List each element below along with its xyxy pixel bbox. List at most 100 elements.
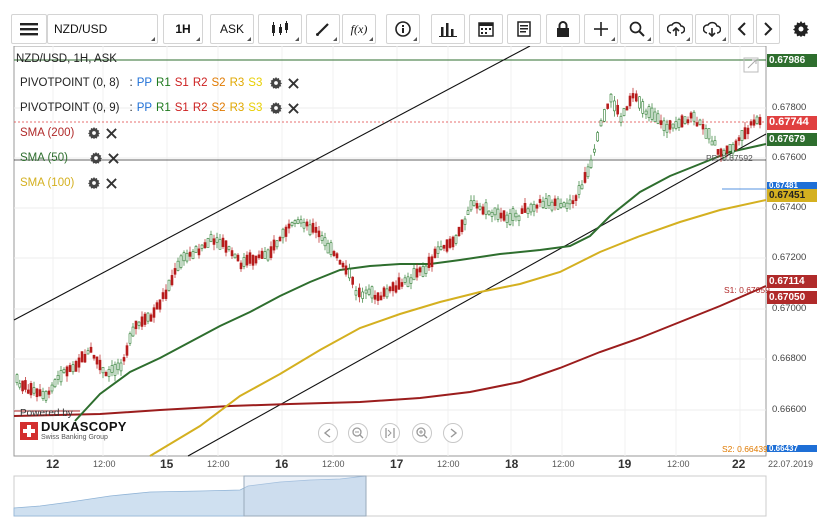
play-button[interactable]: [443, 423, 463, 443]
candle-body: [254, 255, 258, 264]
sma200-close-icon[interactable]: [106, 127, 118, 139]
candle-body: [704, 128, 708, 139]
pivot2-r1: R1: [156, 102, 171, 114]
candle-body: [194, 246, 198, 253]
current-price-tag: 0.67744: [767, 116, 817, 130]
volume-button[interactable]: [431, 14, 465, 44]
candle-body: [364, 289, 368, 294]
candle-body: [409, 277, 413, 284]
candle-body: [137, 321, 141, 326]
sma50-legend: SMA (50): [20, 152, 119, 164]
pivot2-r2: R2: [192, 102, 208, 114]
candle-body: [376, 292, 380, 301]
chart-area[interactable]: S1: 0.67059 PP: 0.67592 S2: 0.66439 NZD/…: [0, 46, 824, 522]
legend-title: NZD/USD, 1H, ASK: [16, 53, 121, 65]
candle-body: [18, 383, 22, 388]
plot-frame: [13, 46, 767, 457]
candle-type-button[interactable]: [258, 14, 302, 44]
time-tick: 16: [275, 457, 289, 471]
info-button[interactable]: [386, 14, 420, 44]
candle-body: [128, 333, 132, 344]
draw-button[interactable]: [306, 14, 340, 44]
rewind-button[interactable]: [318, 423, 338, 443]
symbol-text: NZD/USD: [54, 22, 108, 36]
candle-body: [725, 145, 729, 154]
candle-body: [68, 365, 72, 372]
zoom-out-button[interactable]: [348, 423, 368, 443]
candle-body: [245, 254, 249, 266]
function-button[interactable]: f(x): [342, 14, 376, 44]
play-icon: [450, 428, 458, 438]
candle-body: [616, 104, 619, 115]
candle-body: [182, 252, 186, 262]
sma50-settings-gear-icon[interactable]: [89, 152, 102, 164]
candle-body: [74, 361, 78, 372]
candle-body: [104, 372, 108, 377]
candle-body: [487, 210, 491, 215]
candle-body: [424, 265, 428, 274]
candle-body: [529, 203, 533, 213]
popout-icon[interactable]: [743, 57, 759, 73]
candle-body: [430, 256, 434, 268]
candle-body: [212, 238, 216, 245]
candle-body: [92, 354, 96, 359]
candle-body: [71, 364, 75, 373]
scroll-right-button[interactable]: [756, 14, 780, 44]
candle-body: [239, 262, 243, 270]
scroll-left-button[interactable]: [730, 14, 754, 44]
candle-body: [35, 388, 39, 398]
menu-button[interactable]: [11, 14, 47, 44]
timeframe-selector[interactable]: 1H: [163, 14, 203, 44]
candle-body: [224, 240, 228, 253]
candle-body: [752, 119, 756, 126]
pivot1-settings-gear-icon[interactable]: [270, 77, 283, 89]
fit-button[interactable]: [380, 423, 400, 443]
navigator-window[interactable]: [243, 475, 367, 517]
candle-body: [170, 275, 174, 286]
price-chart[interactable]: S1: 0.67059 PP: 0.67592 S2: 0.66439: [0, 46, 824, 522]
lock-button[interactable]: [546, 14, 580, 44]
candle-body: [412, 268, 416, 281]
download-button[interactable]: [695, 14, 729, 44]
price-tick: 0.66800: [772, 353, 807, 364]
candle-body: [391, 282, 395, 292]
candle-body: [710, 140, 714, 146]
candle-body: [152, 307, 156, 318]
pivot1-close-icon[interactable]: [288, 77, 300, 89]
calendar-button[interactable]: [469, 14, 503, 44]
candle-body: [311, 222, 315, 233]
candle-body: [433, 248, 437, 258]
candle-body: [481, 206, 485, 215]
pivot2-settings-gear-icon[interactable]: [270, 102, 283, 114]
sma50-close-icon[interactable]: [108, 152, 119, 164]
zoom-button[interactable]: [620, 14, 654, 44]
candle-body: [263, 251, 267, 259]
candle-body: [260, 250, 264, 259]
candle-body: [26, 389, 30, 394]
sma100-settings-gear-icon[interactable]: [88, 177, 101, 189]
symbol-selector[interactable]: NZD/USD: [47, 14, 158, 44]
sma200-legend: SMA (200): [20, 127, 118, 139]
candle-body: [689, 112, 693, 119]
settings-button[interactable]: [786, 14, 816, 44]
candle-body: [320, 235, 324, 241]
candle-body: [749, 121, 753, 126]
pivot2-close-icon[interactable]: [288, 102, 300, 114]
candle-body: [550, 201, 554, 211]
candle-body: [478, 205, 482, 210]
side-selector[interactable]: ASK: [210, 14, 254, 44]
candle-body: [335, 253, 339, 259]
candle-body: [179, 255, 183, 268]
sma100-close-icon[interactable]: [106, 177, 118, 189]
zoom-in-button[interactable]: [412, 423, 432, 443]
report-button[interactable]: [507, 14, 541, 44]
candle-body: [511, 208, 515, 221]
sma50-line: [74, 143, 767, 422]
upload-button[interactable]: [659, 14, 693, 44]
sma200-settings-gear-icon[interactable]: [88, 127, 101, 139]
crosshair-button[interactable]: [584, 14, 618, 44]
candle-body: [535, 204, 539, 209]
candle-body: [373, 294, 377, 300]
candle-body: [326, 242, 330, 254]
candle-body: [755, 116, 759, 125]
